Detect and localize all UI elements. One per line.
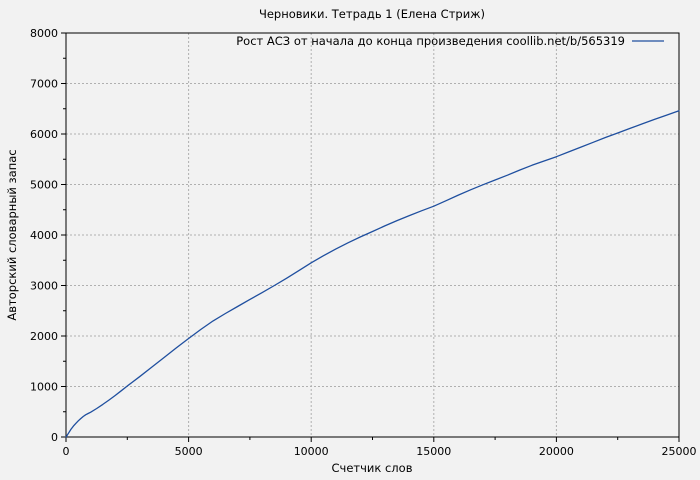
y-tick-label: 0: [51, 431, 58, 444]
chart-title: Черновики. Тетрадь 1 (Елена Стриж): [259, 7, 485, 21]
x-tick-label: 15000: [416, 445, 451, 458]
x-tick-label: 20000: [539, 445, 574, 458]
x-tick-label: 10000: [294, 445, 329, 458]
x-tick-label: 5000: [175, 445, 203, 458]
y-tick-label: 4000: [30, 229, 58, 242]
tick-labels: 0 5000 10000 15000 20000 25000 0 1000 2000 3000 40…: [30, 27, 697, 458]
y-tick-label: 2000: [30, 330, 58, 343]
axis-ticks: [61, 32, 680, 442]
y-tick-label: 6000: [30, 128, 58, 141]
data-series: [65, 110, 680, 438]
y-tick-label: 8000: [30, 27, 58, 40]
gridlines: [65, 32, 680, 438]
y-tick-label: 5000: [30, 179, 58, 192]
series-line: [65, 110, 680, 438]
y-tick-label: 3000: [30, 280, 58, 293]
x-tick-label: 25000: [662, 445, 697, 458]
y-axis-label: Авторский словарный запас: [5, 149, 19, 320]
y-tick-label: 1000: [30, 381, 58, 394]
legend-label: Рост АСЗ от начала до конца произведения…: [236, 34, 625, 48]
x-tick-label: 0: [63, 445, 70, 458]
y-tick-label: 7000: [30, 78, 58, 91]
x-axis-label: Счетчик слов: [332, 461, 413, 475]
